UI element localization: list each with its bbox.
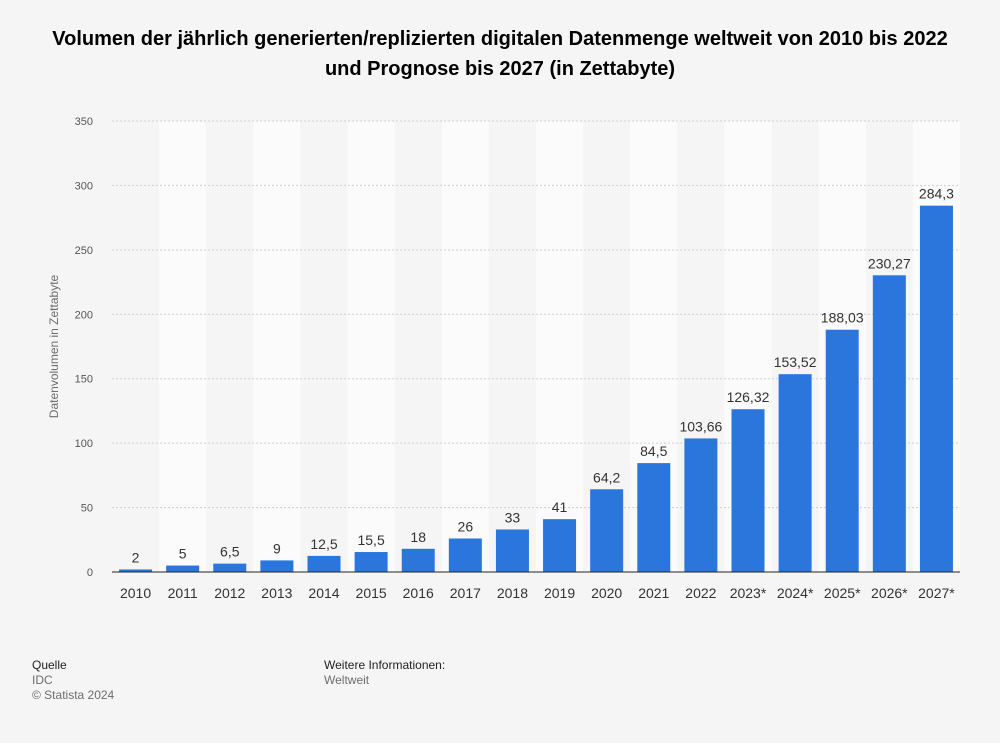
source-block: Quelle IDC © Statista 2024 bbox=[32, 658, 114, 703]
bar bbox=[307, 555, 341, 572]
value-label: 84,5 bbox=[640, 443, 667, 459]
x-tick-label: 2027* bbox=[918, 585, 955, 601]
y-axis-ticks: 0 50 100 150 200 250 300 350 bbox=[75, 116, 93, 579]
x-tick-label: 2014 bbox=[308, 585, 339, 601]
value-label: 6,5 bbox=[220, 544, 240, 560]
bar bbox=[495, 529, 529, 572]
y-axis-label: Datenvolumen in Zettabyte bbox=[47, 274, 61, 418]
value-label: 153,52 bbox=[774, 354, 817, 370]
value-labels: 2 5 6,5 9 12,5 15,5 18 26 33 41 64,2 84,5 103,66 126,… bbox=[132, 186, 955, 566]
x-tick-label: 2016 bbox=[403, 585, 434, 601]
x-tick-label: 2011 bbox=[168, 585, 198, 601]
value-label: 26 bbox=[458, 518, 474, 534]
x-tick-label: 2013 bbox=[261, 585, 292, 601]
source-heading: Quelle bbox=[32, 658, 67, 672]
column-band bbox=[347, 121, 395, 572]
value-label: 41 bbox=[552, 499, 568, 515]
value-label: 33 bbox=[505, 509, 521, 525]
y-tick-label: 350 bbox=[75, 116, 93, 128]
value-label: 2 bbox=[132, 549, 140, 565]
chart-title: Volumen der jährlich generierten/replizi… bbox=[52, 28, 948, 80]
x-tick-label: 2020 bbox=[591, 585, 622, 601]
x-tick-label: 2010 bbox=[120, 585, 151, 601]
info-text: Weltweit bbox=[324, 673, 370, 687]
x-tick-label: 2012 bbox=[214, 585, 245, 601]
bar bbox=[872, 275, 906, 572]
bar bbox=[825, 329, 859, 572]
bar bbox=[543, 519, 577, 572]
value-label: 5 bbox=[179, 546, 187, 562]
bar bbox=[684, 438, 718, 572]
value-label: 126,32 bbox=[727, 389, 770, 405]
copyright-text: © Statista 2024 bbox=[32, 688, 115, 702]
y-tick-label: 100 bbox=[75, 438, 93, 450]
info-block: Weitere Informationen: Weltweit bbox=[324, 658, 445, 688]
value-label: 284,3 bbox=[919, 186, 954, 202]
bar bbox=[778, 374, 812, 572]
x-tick-label: 2017 bbox=[450, 585, 481, 601]
y-tick-label: 150 bbox=[75, 374, 93, 386]
value-label: 64,2 bbox=[593, 469, 620, 485]
value-label: 188,03 bbox=[821, 310, 864, 326]
bar bbox=[637, 463, 671, 572]
value-label: 18 bbox=[410, 529, 426, 545]
x-tick-label: 2026* bbox=[871, 585, 908, 601]
y-tick-label: 250 bbox=[75, 245, 93, 257]
value-label: 15,5 bbox=[357, 532, 384, 548]
info-heading: Weitere Informationen: bbox=[324, 658, 446, 672]
x-axis-ticks: 2010 2011 2012 2013 2014 2015 2016 2017 2018 2019… bbox=[120, 585, 955, 601]
value-label: 230,27 bbox=[868, 255, 911, 271]
x-tick-label: 2015 bbox=[356, 585, 387, 601]
x-tick-label: 2023* bbox=[730, 585, 767, 601]
bars bbox=[119, 205, 953, 572]
value-label: 12,5 bbox=[310, 536, 337, 552]
value-label: 103,66 bbox=[679, 418, 722, 434]
bar bbox=[731, 409, 765, 572]
y-tick-label: 300 bbox=[75, 180, 93, 192]
x-tick-label: 2025* bbox=[824, 585, 861, 601]
column-band bbox=[253, 121, 301, 572]
column-band bbox=[441, 121, 489, 572]
column-band bbox=[159, 121, 207, 572]
y-tick-label: 0 bbox=[87, 567, 93, 579]
y-tick-label: 200 bbox=[75, 309, 93, 321]
bar bbox=[448, 538, 482, 572]
bar bbox=[119, 569, 153, 572]
x-tick-label: 2022 bbox=[685, 585, 716, 601]
y-tick-label: 50 bbox=[81, 503, 93, 515]
bar bbox=[590, 489, 624, 572]
source-name[interactable]: IDC bbox=[32, 673, 53, 687]
x-tick-label: 2018 bbox=[497, 585, 528, 601]
x-tick-label: 2021 bbox=[638, 585, 669, 601]
bar bbox=[354, 552, 388, 572]
x-tick-label: 2024* bbox=[777, 585, 814, 601]
column-band bbox=[536, 121, 584, 572]
value-label: 9 bbox=[273, 540, 281, 556]
bar bbox=[166, 565, 200, 572]
bar bbox=[260, 560, 294, 572]
gridlines bbox=[112, 120, 960, 509]
bar bbox=[401, 548, 435, 572]
x-tick-label: 2019 bbox=[544, 585, 575, 601]
bar bbox=[213, 563, 247, 572]
bar bbox=[919, 205, 953, 572]
